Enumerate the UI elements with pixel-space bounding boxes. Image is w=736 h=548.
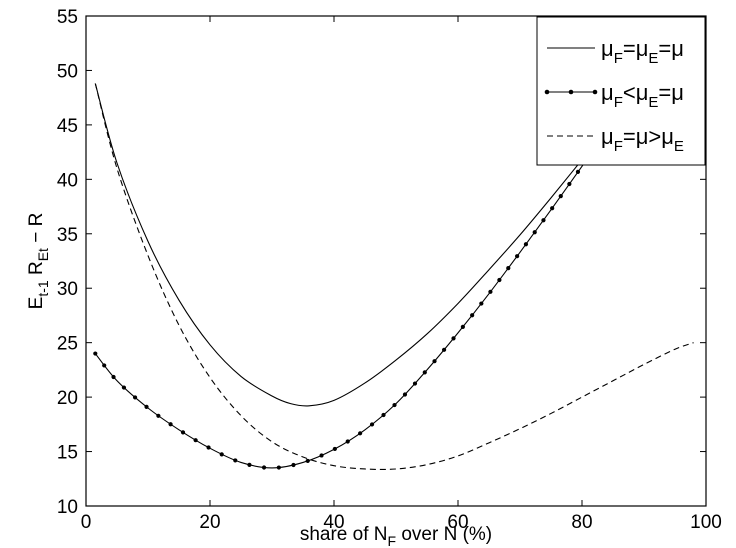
series-2-marker <box>479 301 484 306</box>
series-2-marker <box>402 392 408 397</box>
legend-items: μF=μE=μ μF<μE=μ μF=μ>μE <box>544 36 684 155</box>
x-tick-label: 0 <box>81 512 92 533</box>
series-2-marker <box>93 351 98 356</box>
y-tick-label: 30 <box>57 279 78 300</box>
x-tick-label: 100 <box>690 512 722 533</box>
series-2-marker <box>233 458 238 463</box>
series-2-marker <box>532 230 537 235</box>
series-2-marker <box>276 465 281 470</box>
plot-frame <box>85 15 707 507</box>
series-2-marker <box>506 266 511 271</box>
x-tick-label: 20 <box>199 512 220 533</box>
series-2-marker <box>102 363 107 368</box>
series-2-marker <box>219 452 224 457</box>
series-2-marker <box>206 445 211 450</box>
x-axis-label: share of NF over N (%) <box>300 524 492 548</box>
legend-marker <box>592 89 598 95</box>
series-2-marker <box>111 374 116 380</box>
series-2-marker <box>144 404 149 409</box>
series-line-3 <box>94 83 694 471</box>
series-2-marker <box>193 438 198 443</box>
y-tick-label: 15 <box>57 443 78 464</box>
series-2-marker <box>156 413 161 418</box>
series-2-marker <box>381 412 386 418</box>
y-tick-label: 10 <box>57 497 78 518</box>
series-2-marker <box>132 395 138 400</box>
series-2-marker <box>550 206 555 211</box>
series-2-marker <box>180 430 186 435</box>
series-2-marker <box>575 169 581 174</box>
legend-box <box>536 16 706 166</box>
legend-label-3: μF=μ>μE <box>601 124 684 155</box>
legend-label-2: μF<μE=μ <box>601 80 684 111</box>
series-2-marker <box>412 381 418 386</box>
series-2-marker <box>358 431 363 436</box>
ticks-layer: 0 20 40 60 80 100 10 15 20 25 30 35 40 45 50 55 <box>57 7 722 533</box>
y-tick-label: 50 <box>57 61 78 82</box>
series-2-marker <box>319 453 324 458</box>
series-2-marker <box>488 289 493 294</box>
series-2-marker <box>441 347 447 352</box>
series-2-marker <box>470 313 475 318</box>
series-2-marker <box>432 359 437 364</box>
series-2-marker <box>541 218 546 223</box>
series-2-marker <box>261 465 267 470</box>
series-2-marker <box>121 385 127 390</box>
series-2-marker <box>515 254 520 259</box>
series-2-marker <box>460 324 465 329</box>
x-tick-label: 40 <box>323 512 344 533</box>
y-tick-label: 45 <box>57 116 78 137</box>
series-2-marker <box>345 439 350 444</box>
series-2-marker <box>305 458 310 464</box>
y-tick-label: 55 <box>57 7 78 28</box>
series-2-marker <box>567 181 572 187</box>
series-2-marker <box>497 277 502 283</box>
y-tick-label: 25 <box>57 334 78 355</box>
legend: μF=μE=μ μF<μE=μ μF=μ>μE <box>536 16 706 166</box>
series-2-marker <box>451 336 456 341</box>
series-2-marker <box>392 402 397 408</box>
series-2-marker <box>168 422 173 427</box>
series-2-marker <box>332 446 337 452</box>
legend-label-1: μF=μE=μ <box>601 36 684 67</box>
series-2-marker <box>523 242 529 247</box>
series-2-marker <box>369 422 375 427</box>
legend-marker <box>568 89 574 95</box>
y-tick-label: 20 <box>57 388 78 409</box>
y-tick-label: 40 <box>57 170 78 191</box>
y-tick-label: 35 <box>57 225 78 246</box>
x-tick-label: 80 <box>571 512 592 533</box>
series-2-marker <box>558 194 563 199</box>
y-axis-label: Et-1 REt − R <box>26 213 51 310</box>
series-2-marker <box>247 462 252 467</box>
series-2-marker <box>291 462 296 468</box>
legend-marker <box>544 89 550 95</box>
x-tick-label: 60 <box>447 512 468 533</box>
series-2-marker <box>422 370 427 375</box>
